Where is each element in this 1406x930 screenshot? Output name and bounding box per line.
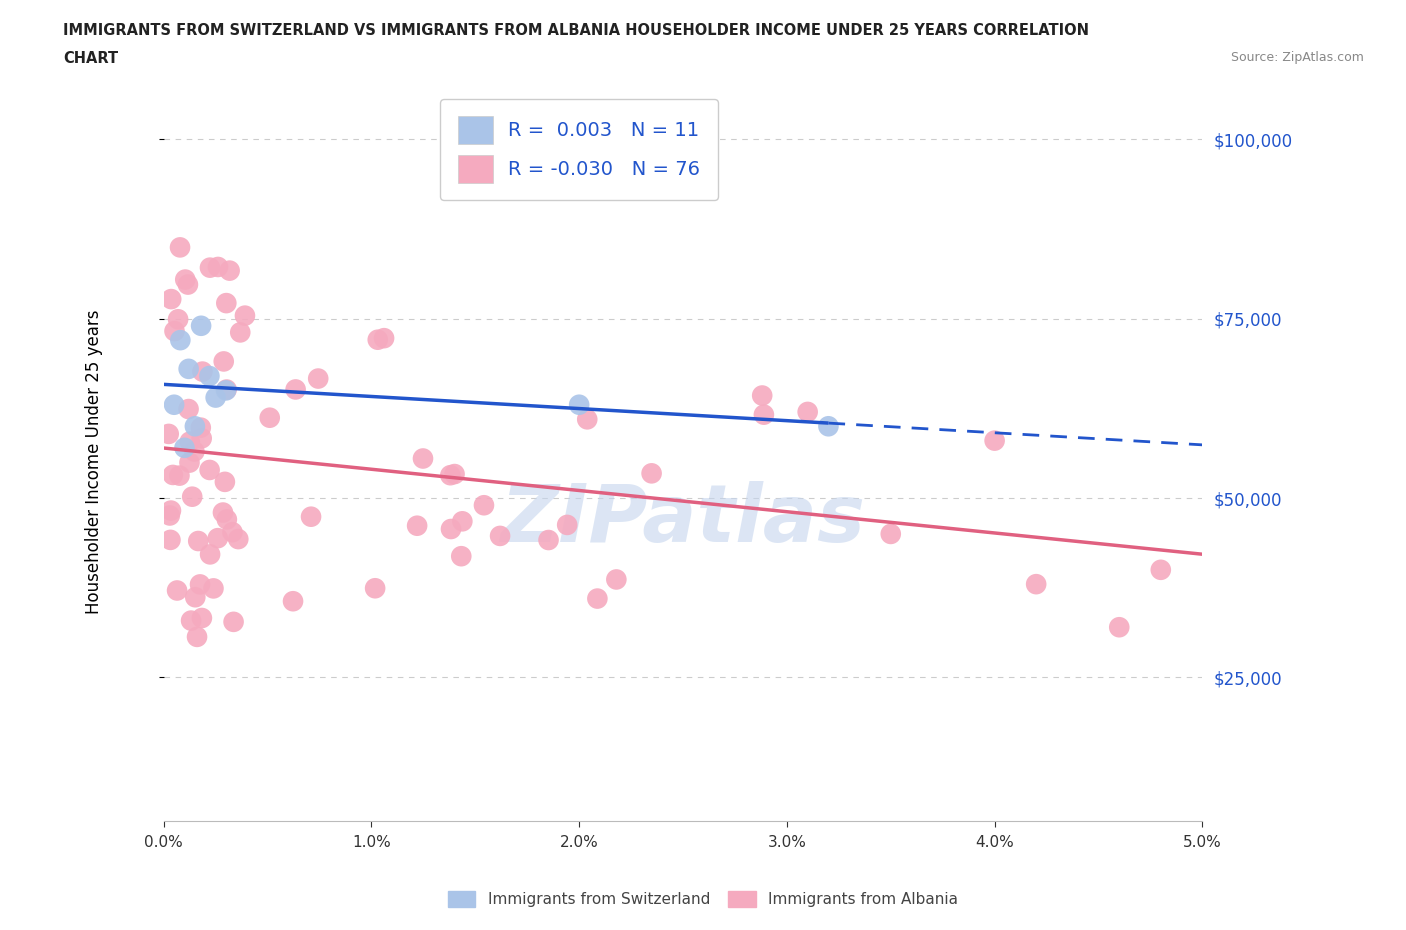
Point: [221, 525, 243, 539]
Text: Source: ZipAtlas.com: Source: ZipAtlas.com: [1230, 51, 1364, 64]
Point: [186, 630, 208, 644]
Point: [173, 441, 195, 456]
Point: [605, 572, 627, 587]
Point: [212, 354, 235, 369]
Point: [215, 512, 238, 527]
Point: [183, 444, 205, 458]
Point: [190, 318, 212, 333]
Point: [187, 534, 209, 549]
Point: [166, 583, 188, 598]
Point: [188, 577, 211, 591]
Point: [218, 263, 240, 278]
Legend: R =  0.003   N = 11, R = -0.030   N = 76: R = 0.003 N = 11, R = -0.030 N = 76: [440, 99, 718, 200]
Point: [751, 388, 773, 403]
Point: [259, 410, 281, 425]
Point: [1025, 577, 1047, 591]
Point: [177, 362, 200, 377]
Point: [373, 331, 395, 346]
Point: [222, 615, 245, 630]
Point: [207, 531, 229, 546]
Point: [177, 402, 200, 417]
Text: CHART: CHART: [63, 51, 118, 66]
Point: [586, 591, 609, 606]
Point: [364, 581, 387, 596]
Point: [640, 466, 662, 481]
Point: [568, 397, 591, 412]
Text: IMMIGRANTS FROM SWITZERLAND VS IMMIGRANTS FROM ALBANIA HOUSEHOLDER INCOME UNDER : IMMIGRANTS FROM SWITZERLAND VS IMMIGRANT…: [63, 23, 1090, 38]
Point: [983, 433, 1005, 448]
Point: [307, 371, 329, 386]
Point: [167, 312, 190, 326]
Point: [796, 405, 818, 419]
Point: [450, 549, 472, 564]
Point: [179, 455, 201, 470]
Point: [169, 333, 191, 348]
Point: [157, 427, 180, 442]
Point: [880, 526, 903, 541]
Point: [160, 292, 183, 307]
Point: [1150, 563, 1173, 578]
Point: [162, 468, 184, 483]
Point: [160, 503, 183, 518]
Y-axis label: Householder Income Under 25 years: Householder Income Under 25 years: [86, 310, 103, 615]
Point: [367, 332, 389, 347]
Point: [179, 434, 201, 449]
Point: [204, 390, 226, 405]
Point: [207, 259, 229, 274]
Text: ZIPatlas: ZIPatlas: [501, 481, 866, 559]
Point: [555, 517, 578, 532]
Point: [198, 462, 221, 477]
Point: [451, 514, 474, 529]
Point: [184, 418, 207, 433]
Point: [226, 532, 249, 547]
Point: [181, 489, 204, 504]
Point: [191, 365, 214, 379]
Point: [212, 505, 235, 520]
Point: [299, 510, 322, 525]
Point: [174, 272, 197, 287]
Point: [177, 277, 200, 292]
Point: [215, 296, 238, 311]
Point: [229, 325, 252, 339]
Point: [443, 467, 465, 482]
Point: [489, 528, 512, 543]
Point: [202, 581, 225, 596]
Point: [817, 418, 839, 433]
Point: [163, 397, 186, 412]
Point: [215, 383, 238, 398]
Legend: Immigrants from Switzerland, Immigrants from Albania: Immigrants from Switzerland, Immigrants …: [441, 884, 965, 913]
Point: [198, 260, 221, 275]
Point: [214, 474, 236, 489]
Point: [233, 308, 256, 323]
Point: [537, 533, 560, 548]
Point: [412, 451, 434, 466]
Point: [215, 382, 238, 397]
Point: [163, 324, 186, 339]
Point: [169, 240, 191, 255]
Point: [159, 508, 181, 523]
Point: [752, 407, 775, 422]
Point: [1108, 619, 1130, 634]
Point: [576, 412, 599, 427]
Point: [440, 522, 463, 537]
Point: [159, 533, 181, 548]
Point: [180, 613, 202, 628]
Point: [439, 468, 461, 483]
Point: [190, 431, 212, 445]
Point: [472, 498, 495, 512]
Point: [281, 593, 304, 608]
Point: [190, 420, 212, 435]
Point: [406, 518, 429, 533]
Point: [184, 590, 207, 604]
Point: [169, 468, 191, 483]
Point: [198, 368, 221, 383]
Point: [284, 382, 307, 397]
Point: [198, 547, 221, 562]
Point: [191, 611, 214, 626]
